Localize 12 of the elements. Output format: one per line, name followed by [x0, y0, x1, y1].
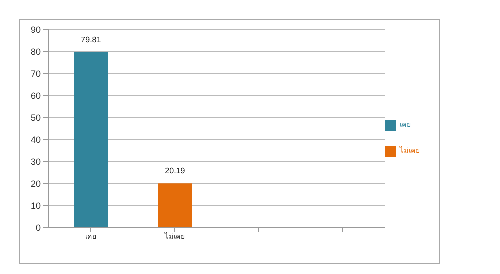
y-tick-label: 50: [30, 113, 41, 124]
y-tick-label: 10: [30, 201, 41, 212]
y-tick-label: 90: [30, 25, 41, 36]
y-tick-label: 80: [30, 47, 41, 58]
y-tick-label: 60: [30, 91, 41, 102]
y-tick-label: 0: [36, 223, 41, 234]
data-label: 20.19: [165, 166, 186, 176]
y-tick-label: 20: [30, 179, 41, 190]
y-tick-label: 70: [30, 69, 41, 80]
data-label: 79.81: [81, 35, 102, 44]
y-tick-label: 40: [30, 135, 41, 146]
y-tick-label: 30: [30, 157, 41, 168]
